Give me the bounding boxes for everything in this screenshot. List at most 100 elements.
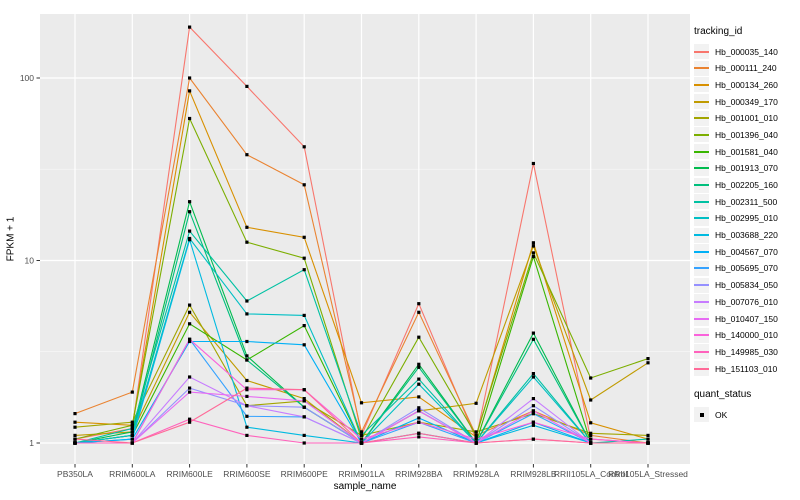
legend-item-label: Hb_005834_050 <box>715 280 778 291</box>
data-point <box>359 437 364 441</box>
legend-item-label: Hb_000134_260 <box>715 79 778 90</box>
data-point <box>188 310 192 314</box>
data-point <box>417 420 421 424</box>
legend-line-sample <box>694 67 709 70</box>
legend-line-sample <box>694 317 709 320</box>
data-point <box>589 376 593 380</box>
data-point <box>188 339 192 344</box>
data-point <box>531 409 535 413</box>
data-point <box>188 116 192 121</box>
data-point <box>245 358 249 362</box>
data-point <box>245 339 249 344</box>
x-axis-title: sample_name <box>333 481 397 492</box>
legend-item-label: Hb_010407_150 <box>715 313 778 324</box>
x-tick-label: PB350LA <box>57 469 93 479</box>
data-point <box>188 337 192 341</box>
data-point <box>73 437 77 441</box>
data-point <box>302 405 306 409</box>
legend-item: Hb_010407_150 <box>694 311 798 326</box>
data-point <box>245 386 249 390</box>
data-point <box>531 397 535 401</box>
data-point <box>245 414 249 418</box>
data-point <box>589 421 593 425</box>
data-point <box>646 437 650 441</box>
legend-line-sample <box>694 167 709 170</box>
data-point <box>188 89 192 93</box>
data-point <box>188 25 192 29</box>
data-point <box>417 409 421 413</box>
data-point <box>417 406 421 410</box>
data-point <box>130 420 134 424</box>
data-point <box>130 433 134 437</box>
data-point <box>589 441 593 445</box>
data-point <box>130 423 134 427</box>
data-point <box>245 425 249 429</box>
legend-key-swatch <box>694 260 709 276</box>
legend-line-sample <box>694 117 709 120</box>
data-point <box>417 362 421 366</box>
data-point <box>531 423 535 427</box>
legend-item: Hb_002205_160 <box>694 177 798 193</box>
data-point <box>302 415 306 419</box>
legend-item: Hb_005695_070 <box>694 260 798 276</box>
legend-line-sample <box>694 150 709 153</box>
data-point <box>531 241 535 245</box>
data-point <box>188 420 192 424</box>
data-point <box>245 240 249 244</box>
data-point <box>417 395 421 399</box>
x-tick-label: RRIM600SE <box>223 469 271 479</box>
legend-item: Hb_149985_030 <box>694 344 798 360</box>
data-point <box>359 401 364 405</box>
data-point <box>302 399 306 403</box>
legend-line-sample <box>694 350 709 353</box>
legend-item-label: Hb_140000_010 <box>715 330 778 341</box>
legend-key-swatch <box>694 94 709 110</box>
legend-item: Hb_002995_010 <box>694 210 798 226</box>
data-point <box>531 437 535 441</box>
legend-item-label: Hb_005695_070 <box>715 263 778 274</box>
data-point <box>245 312 249 316</box>
legend-item: Hb_151103_010 <box>694 361 798 377</box>
legend-quant-status: quant_status OK <box>694 389 798 423</box>
data-point <box>474 441 478 445</box>
legend-item: Hb_001913_070 <box>694 160 798 176</box>
legend-line-sample <box>694 200 709 203</box>
legend-items: Hb_000035_140 Hb_000111_240 Hb_000134_260 H… <box>694 44 798 377</box>
data-point <box>474 433 478 437</box>
data-point <box>531 375 535 379</box>
data-point <box>73 412 77 416</box>
data-point <box>130 390 134 394</box>
legend-item-label: Hb_000111_240 <box>715 63 777 74</box>
legend-key-swatch <box>694 110 709 126</box>
data-point <box>73 441 77 445</box>
quant-legend-key-swatch <box>694 407 709 423</box>
legend-item: Hb_000035_140 <box>694 44 798 59</box>
legend-line-sample <box>694 300 709 303</box>
legend-item-label: Hb_151103_010 <box>715 363 778 374</box>
data-point <box>188 200 192 204</box>
x-tick-label: RRIM928BA <box>395 469 443 479</box>
data-point <box>302 313 306 317</box>
x-tick-label: RRIM928LB <box>510 469 557 479</box>
legend-item-label: Hb_001913_070 <box>715 163 778 174</box>
legend-line-sample <box>694 133 709 136</box>
data-point <box>245 394 249 398</box>
data-point <box>130 426 134 431</box>
data-point <box>188 238 192 242</box>
data-point <box>130 441 134 445</box>
legend-item: Hb_000134_260 <box>694 77 798 93</box>
quant-point-marker-icon <box>699 412 704 417</box>
legend-item-label: Hb_004567_070 <box>715 246 778 257</box>
x-tick-label: RRIM901LA <box>338 469 385 479</box>
legend-item-label: Hb_002205_160 <box>715 180 778 190</box>
data-point <box>130 430 134 434</box>
data-point <box>646 433 650 437</box>
data-point <box>589 433 593 437</box>
legend-key-swatch <box>694 277 709 293</box>
data-point <box>245 153 249 157</box>
data-point <box>188 375 192 379</box>
data-point <box>245 378 249 383</box>
data-point <box>531 251 535 255</box>
data-point <box>302 268 306 272</box>
